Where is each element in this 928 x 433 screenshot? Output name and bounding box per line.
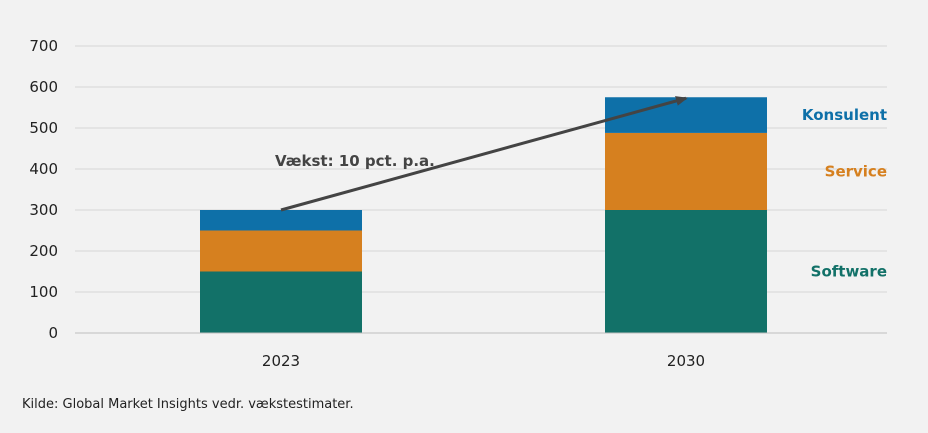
y-tick-label: 100 <box>29 283 58 301</box>
bar-segment-software-2030 <box>605 210 767 333</box>
y-tick-label: 0 <box>48 324 58 342</box>
bar-segment-service-2023 <box>200 230 362 272</box>
y-tick-label: 600 <box>29 78 58 96</box>
source-note: Kilde: Global Market Insights vedr. væks… <box>22 397 354 412</box>
bar-segment-software-2023 <box>200 271 362 333</box>
bar-segment-konsulent-2023 <box>200 210 362 231</box>
legend-label-software: Software <box>811 263 887 281</box>
legend-label-service: Service <box>825 162 887 180</box>
legend-label-konsulent: Konsulent <box>802 106 887 124</box>
y-tick-label: 700 <box>29 37 58 55</box>
y-tick-label: 500 <box>29 119 58 137</box>
stacked-bar-chart: 0 100 200 300 400 500 600 700 2023 2030 Software… <box>29 37 887 370</box>
x-tick-label: 2023 <box>262 352 300 370</box>
y-axis: 0 100 200 300 400 500 600 700 <box>29 37 58 342</box>
bars <box>200 97 767 333</box>
legend: Software Service Konsulent <box>802 106 887 280</box>
growth-annotation: Vækst: 10 pct. p.a. <box>275 152 435 170</box>
y-tick-label: 300 <box>29 201 58 219</box>
x-axis: 2023 2030 <box>75 332 887 370</box>
y-tick-label: 400 <box>29 160 58 178</box>
x-tick-label: 2030 <box>667 352 705 370</box>
bar-segment-service-2030 <box>605 132 767 210</box>
y-tick-label: 200 <box>29 242 58 260</box>
growth-arrow <box>280 96 688 212</box>
